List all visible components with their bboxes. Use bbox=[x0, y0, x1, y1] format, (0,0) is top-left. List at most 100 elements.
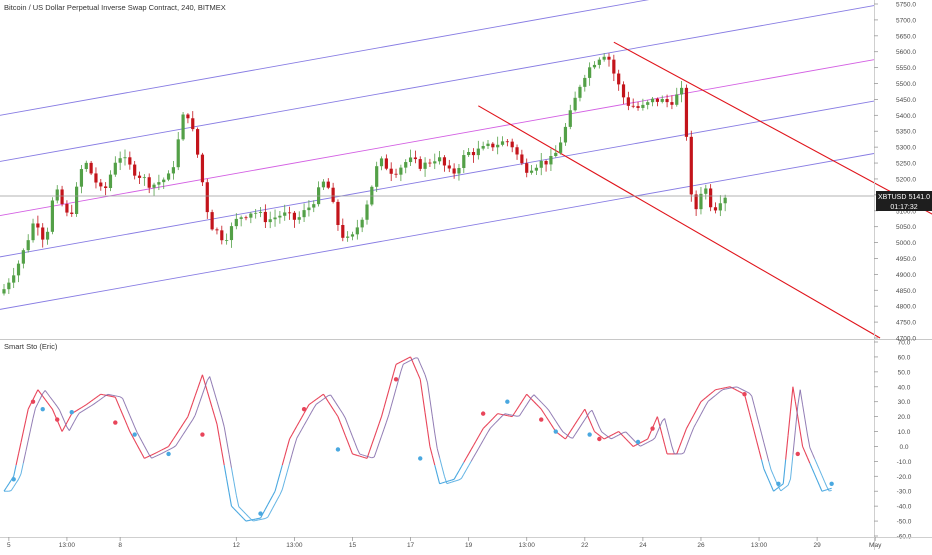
candle-up bbox=[380, 158, 383, 166]
candle-up bbox=[56, 189, 59, 200]
stochastic-k-segment bbox=[829, 488, 831, 489]
candle-down bbox=[133, 165, 136, 176]
candle-up bbox=[240, 217, 243, 219]
candle-up bbox=[249, 214, 252, 218]
price-axis-label: 4900.0 bbox=[896, 272, 916, 279]
price-axis-label: 5550.0 bbox=[896, 65, 916, 72]
candle-up bbox=[109, 175, 112, 188]
time-axis-label: 19 bbox=[465, 542, 473, 549]
candle-down bbox=[99, 183, 102, 187]
candle-up bbox=[269, 219, 272, 222]
candle-up bbox=[482, 146, 485, 149]
candle-down bbox=[94, 173, 97, 182]
candle-up bbox=[574, 98, 577, 110]
candle-down bbox=[336, 202, 339, 225]
price-badge-value: 5141.0 bbox=[909, 194, 931, 201]
chart-title: Bitcoin / US Dollar Perpetual Inverse Sw… bbox=[4, 3, 226, 12]
candle-up bbox=[438, 157, 441, 161]
time-axis-label: 22 bbox=[581, 542, 589, 549]
candle-down bbox=[632, 106, 635, 107]
stochastic-axis-label: 0.0 bbox=[899, 444, 908, 451]
candle-up bbox=[346, 237, 349, 238]
stochastic-d-segment bbox=[447, 483, 449, 484]
candle-down bbox=[448, 165, 451, 168]
candle-down bbox=[453, 168, 456, 173]
stochastic-d-segment bbox=[457, 480, 459, 481]
countdown-badge-text: 01:17:32 bbox=[890, 204, 917, 211]
candle-up bbox=[457, 168, 460, 174]
candle-up bbox=[259, 212, 262, 213]
stochastic-k-segment bbox=[440, 483, 442, 484]
candle-up bbox=[17, 264, 20, 276]
candle-up bbox=[177, 139, 180, 167]
candle-up bbox=[152, 185, 155, 188]
stochastic-axis-label: -50.0 bbox=[897, 519, 912, 526]
stochastic-k-segment bbox=[357, 455, 359, 456]
candle-down bbox=[520, 154, 523, 163]
candle-up bbox=[680, 88, 683, 95]
time-axis-label: 26 bbox=[697, 542, 705, 549]
candle-up bbox=[530, 171, 533, 173]
candle-down bbox=[65, 204, 68, 213]
stochastic-buy-marker bbox=[258, 511, 262, 515]
stochastic-buy-marker bbox=[776, 482, 780, 486]
stochastic-d-segment bbox=[369, 457, 371, 458]
time-axis-label: May bbox=[869, 542, 882, 549]
candle-up bbox=[477, 149, 480, 156]
candle-up bbox=[404, 162, 407, 168]
candle-up bbox=[157, 182, 160, 185]
candle-down bbox=[491, 144, 494, 148]
price-axis-label: 5350.0 bbox=[896, 129, 916, 136]
candle-down bbox=[211, 212, 214, 229]
candle-up bbox=[273, 217, 276, 219]
candle-up bbox=[312, 204, 315, 207]
indicator-title: Smart Sto (Eric) bbox=[4, 342, 58, 351]
time-axis-label: 13:00 bbox=[59, 542, 76, 549]
stochastic-k-segment bbox=[362, 457, 364, 458]
candle-down bbox=[128, 157, 131, 164]
stochastic-buy-marker bbox=[554, 429, 558, 433]
candle-down bbox=[341, 225, 344, 238]
candle-up bbox=[278, 216, 281, 218]
candle-up bbox=[578, 87, 581, 98]
stochastic-k-segment bbox=[355, 455, 357, 456]
candle-down bbox=[622, 84, 625, 97]
candle-up bbox=[85, 163, 88, 169]
stochastic-k-segment bbox=[447, 481, 449, 482]
candle-up bbox=[167, 173, 170, 179]
stochastic-buy-marker bbox=[166, 452, 170, 456]
candle-up bbox=[7, 283, 10, 290]
candle-up bbox=[598, 60, 601, 65]
candle-up bbox=[496, 145, 499, 148]
candle-up bbox=[307, 208, 310, 211]
stochastic-sell-marker bbox=[597, 437, 601, 441]
stochastic-axis-label: 10.0 bbox=[898, 429, 911, 436]
candle-up bbox=[559, 142, 562, 152]
candle-down bbox=[60, 189, 63, 204]
time-axis-label: 13:00 bbox=[519, 542, 536, 549]
stochastic-buy-marker bbox=[11, 477, 15, 481]
candle-down bbox=[215, 229, 218, 230]
candle-down bbox=[636, 106, 639, 108]
candle-down bbox=[544, 161, 547, 164]
stochastic-buy-marker bbox=[132, 432, 136, 436]
stochastic-axis-label: -20.0 bbox=[897, 474, 912, 481]
candle-up bbox=[114, 163, 117, 175]
stochastic-sell-marker bbox=[394, 377, 398, 381]
candle-down bbox=[90, 163, 93, 174]
candle-up bbox=[462, 155, 465, 168]
candle-up bbox=[540, 161, 543, 168]
stochastic-sell-marker bbox=[55, 417, 59, 421]
candle-down bbox=[627, 97, 630, 105]
time-axis-label: 12 bbox=[233, 542, 241, 549]
stochastic-buy-marker bbox=[41, 407, 45, 411]
candle-down bbox=[428, 163, 431, 164]
candle-down bbox=[264, 212, 267, 222]
candle-up bbox=[569, 110, 572, 127]
candle-up bbox=[661, 99, 664, 102]
stochastic-d-segment bbox=[452, 481, 454, 482]
price-axis-label: 4850.0 bbox=[896, 288, 916, 295]
stochastic-d-segment bbox=[367, 456, 369, 457]
candle-down bbox=[695, 194, 698, 209]
candle-down bbox=[41, 227, 44, 239]
